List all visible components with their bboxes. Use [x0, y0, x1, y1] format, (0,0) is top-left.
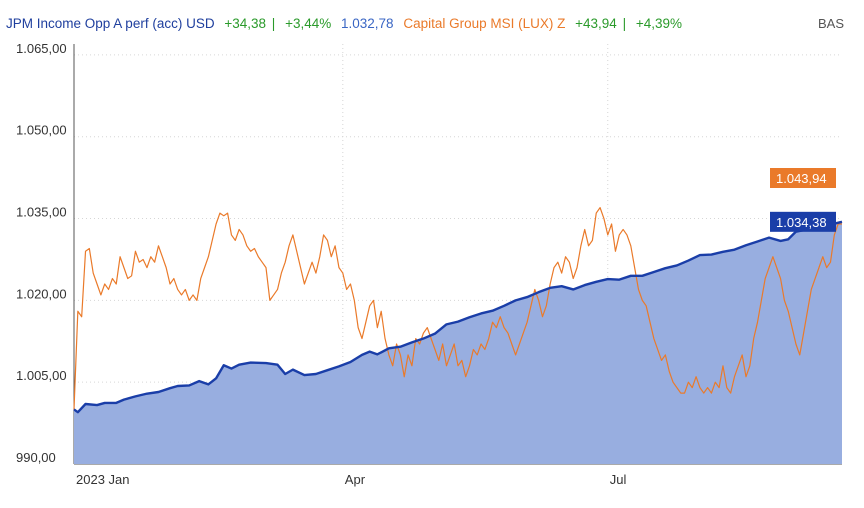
y-tick-label: 1.065,00	[16, 41, 67, 56]
x-tick-label: Jul	[610, 472, 627, 487]
series2-name[interactable]: Capital Group MSI (LUX) Z	[403, 16, 566, 31]
series1-name[interactable]: JPM Income Opp A perf (acc) USD	[6, 16, 215, 31]
series2-end-tag-text: 1.043,94	[776, 171, 827, 186]
y-tick-label: 990,00	[16, 450, 56, 465]
series2-line	[73, 207, 842, 410]
series1-area	[74, 221, 842, 464]
series2-end-tag-bg	[770, 168, 836, 188]
series1-value: 1.032,78	[341, 16, 394, 31]
scale-toggle[interactable]: BAS	[817, 16, 844, 31]
series2-change-pct: +4,39%	[635, 16, 683, 31]
series1-end-tag-bg	[770, 211, 836, 232]
x-tick-label: Apr	[345, 472, 366, 487]
series1-sep: |	[271, 16, 276, 31]
y-tick-label: 1.005,00	[16, 368, 67, 383]
series2-change-abs: +43,94	[575, 16, 617, 31]
series1-end-tag-text: 1.034,38	[776, 215, 827, 230]
y-tick-label: 1.050,00	[16, 123, 67, 138]
y-tick-label: 1.035,00	[16, 205, 67, 220]
y-tick-label: 1.020,00	[16, 286, 67, 301]
series1-change-abs: +34,38	[224, 16, 267, 31]
series1-line	[73, 220, 843, 414]
series1-change-pct: +3,44%	[285, 16, 332, 31]
series2-sep: |	[622, 16, 627, 31]
x-tick-label: 2023 Jan	[76, 472, 130, 487]
chart-legend: JPM Income Opp A perf (acc) USD +34,38 |…	[6, 16, 688, 31]
